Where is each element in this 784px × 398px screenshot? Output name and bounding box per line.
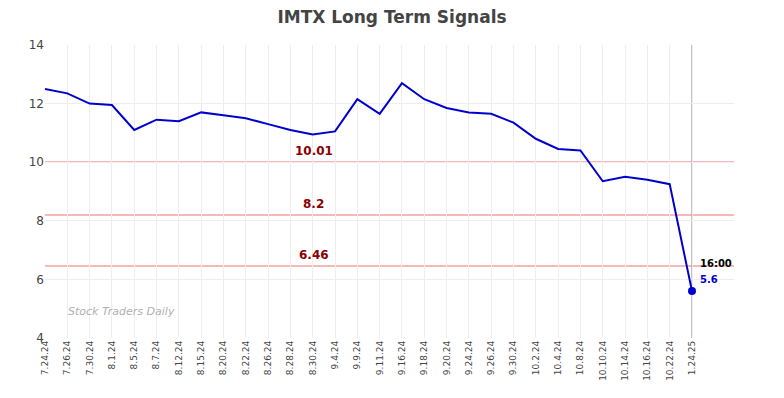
svg-text:8.22.24: 8.22.24 [241, 341, 251, 376]
svg-text:9.16.24: 9.16.24 [397, 341, 407, 376]
svg-text:9.30.24: 9.30.24 [508, 341, 518, 376]
svg-text:9.4.24: 9.4.24 [330, 341, 340, 370]
svg-text:7.24.24: 7.24.24 [40, 341, 50, 376]
svg-text:10.22.24: 10.22.24 [665, 341, 675, 381]
svg-text:12: 12 [29, 97, 44, 111]
svg-text:9.20.24: 9.20.24 [442, 341, 452, 376]
svg-text:10.10.24: 10.10.24 [598, 341, 608, 381]
svg-text:8.28.24: 8.28.24 [285, 341, 295, 376]
svg-text:9.26.24: 9.26.24 [486, 341, 496, 376]
svg-text:7.30.24: 7.30.24 [85, 341, 95, 376]
svg-text:10.8.24: 10.8.24 [575, 341, 585, 376]
svg-text:8.12.24: 8.12.24 [174, 341, 184, 376]
svg-text:6: 6 [36, 273, 44, 287]
svg-text:Stock Traders Daily: Stock Traders Daily [68, 305, 175, 318]
svg-text:4: 4 [36, 331, 44, 345]
svg-text:9.11.24: 9.11.24 [375, 341, 385, 376]
svg-text:IMTX Long Term Signals: IMTX Long Term Signals [277, 7, 506, 27]
svg-text:8.1.24: 8.1.24 [107, 341, 117, 370]
svg-text:10.14.24: 10.14.24 [620, 341, 630, 381]
svg-text:10.4.24: 10.4.24 [553, 341, 563, 376]
svg-text:8.26.24: 8.26.24 [263, 341, 273, 376]
svg-text:9.24.24: 9.24.24 [464, 341, 474, 376]
svg-text:8.7.24: 8.7.24 [151, 341, 161, 370]
svg-text:8.15.24: 8.15.24 [196, 341, 206, 376]
svg-text:14: 14 [29, 38, 44, 52]
svg-text:10.01: 10.01 [295, 144, 333, 158]
svg-text:5.6: 5.6 [700, 274, 718, 285]
svg-text:8.5.24: 8.5.24 [129, 341, 139, 370]
svg-text:8: 8 [36, 214, 44, 228]
svg-text:16:00: 16:00 [700, 258, 732, 269]
svg-text:8.2: 8.2 [303, 197, 324, 211]
svg-text:10.2.24: 10.2.24 [531, 341, 541, 376]
svg-text:6.46: 6.46 [299, 248, 329, 262]
svg-text:7.26.24: 7.26.24 [62, 341, 72, 376]
svg-text:1.24.25: 1.24.25 [687, 341, 697, 375]
svg-text:10: 10 [29, 155, 44, 169]
svg-text:8.30.24: 8.30.24 [308, 341, 318, 376]
svg-text:8.20.24: 8.20.24 [218, 341, 228, 376]
svg-text:10.16.24: 10.16.24 [642, 341, 652, 381]
svg-text:9.9.24: 9.9.24 [352, 341, 362, 370]
svg-text:9.18.24: 9.18.24 [419, 341, 429, 376]
